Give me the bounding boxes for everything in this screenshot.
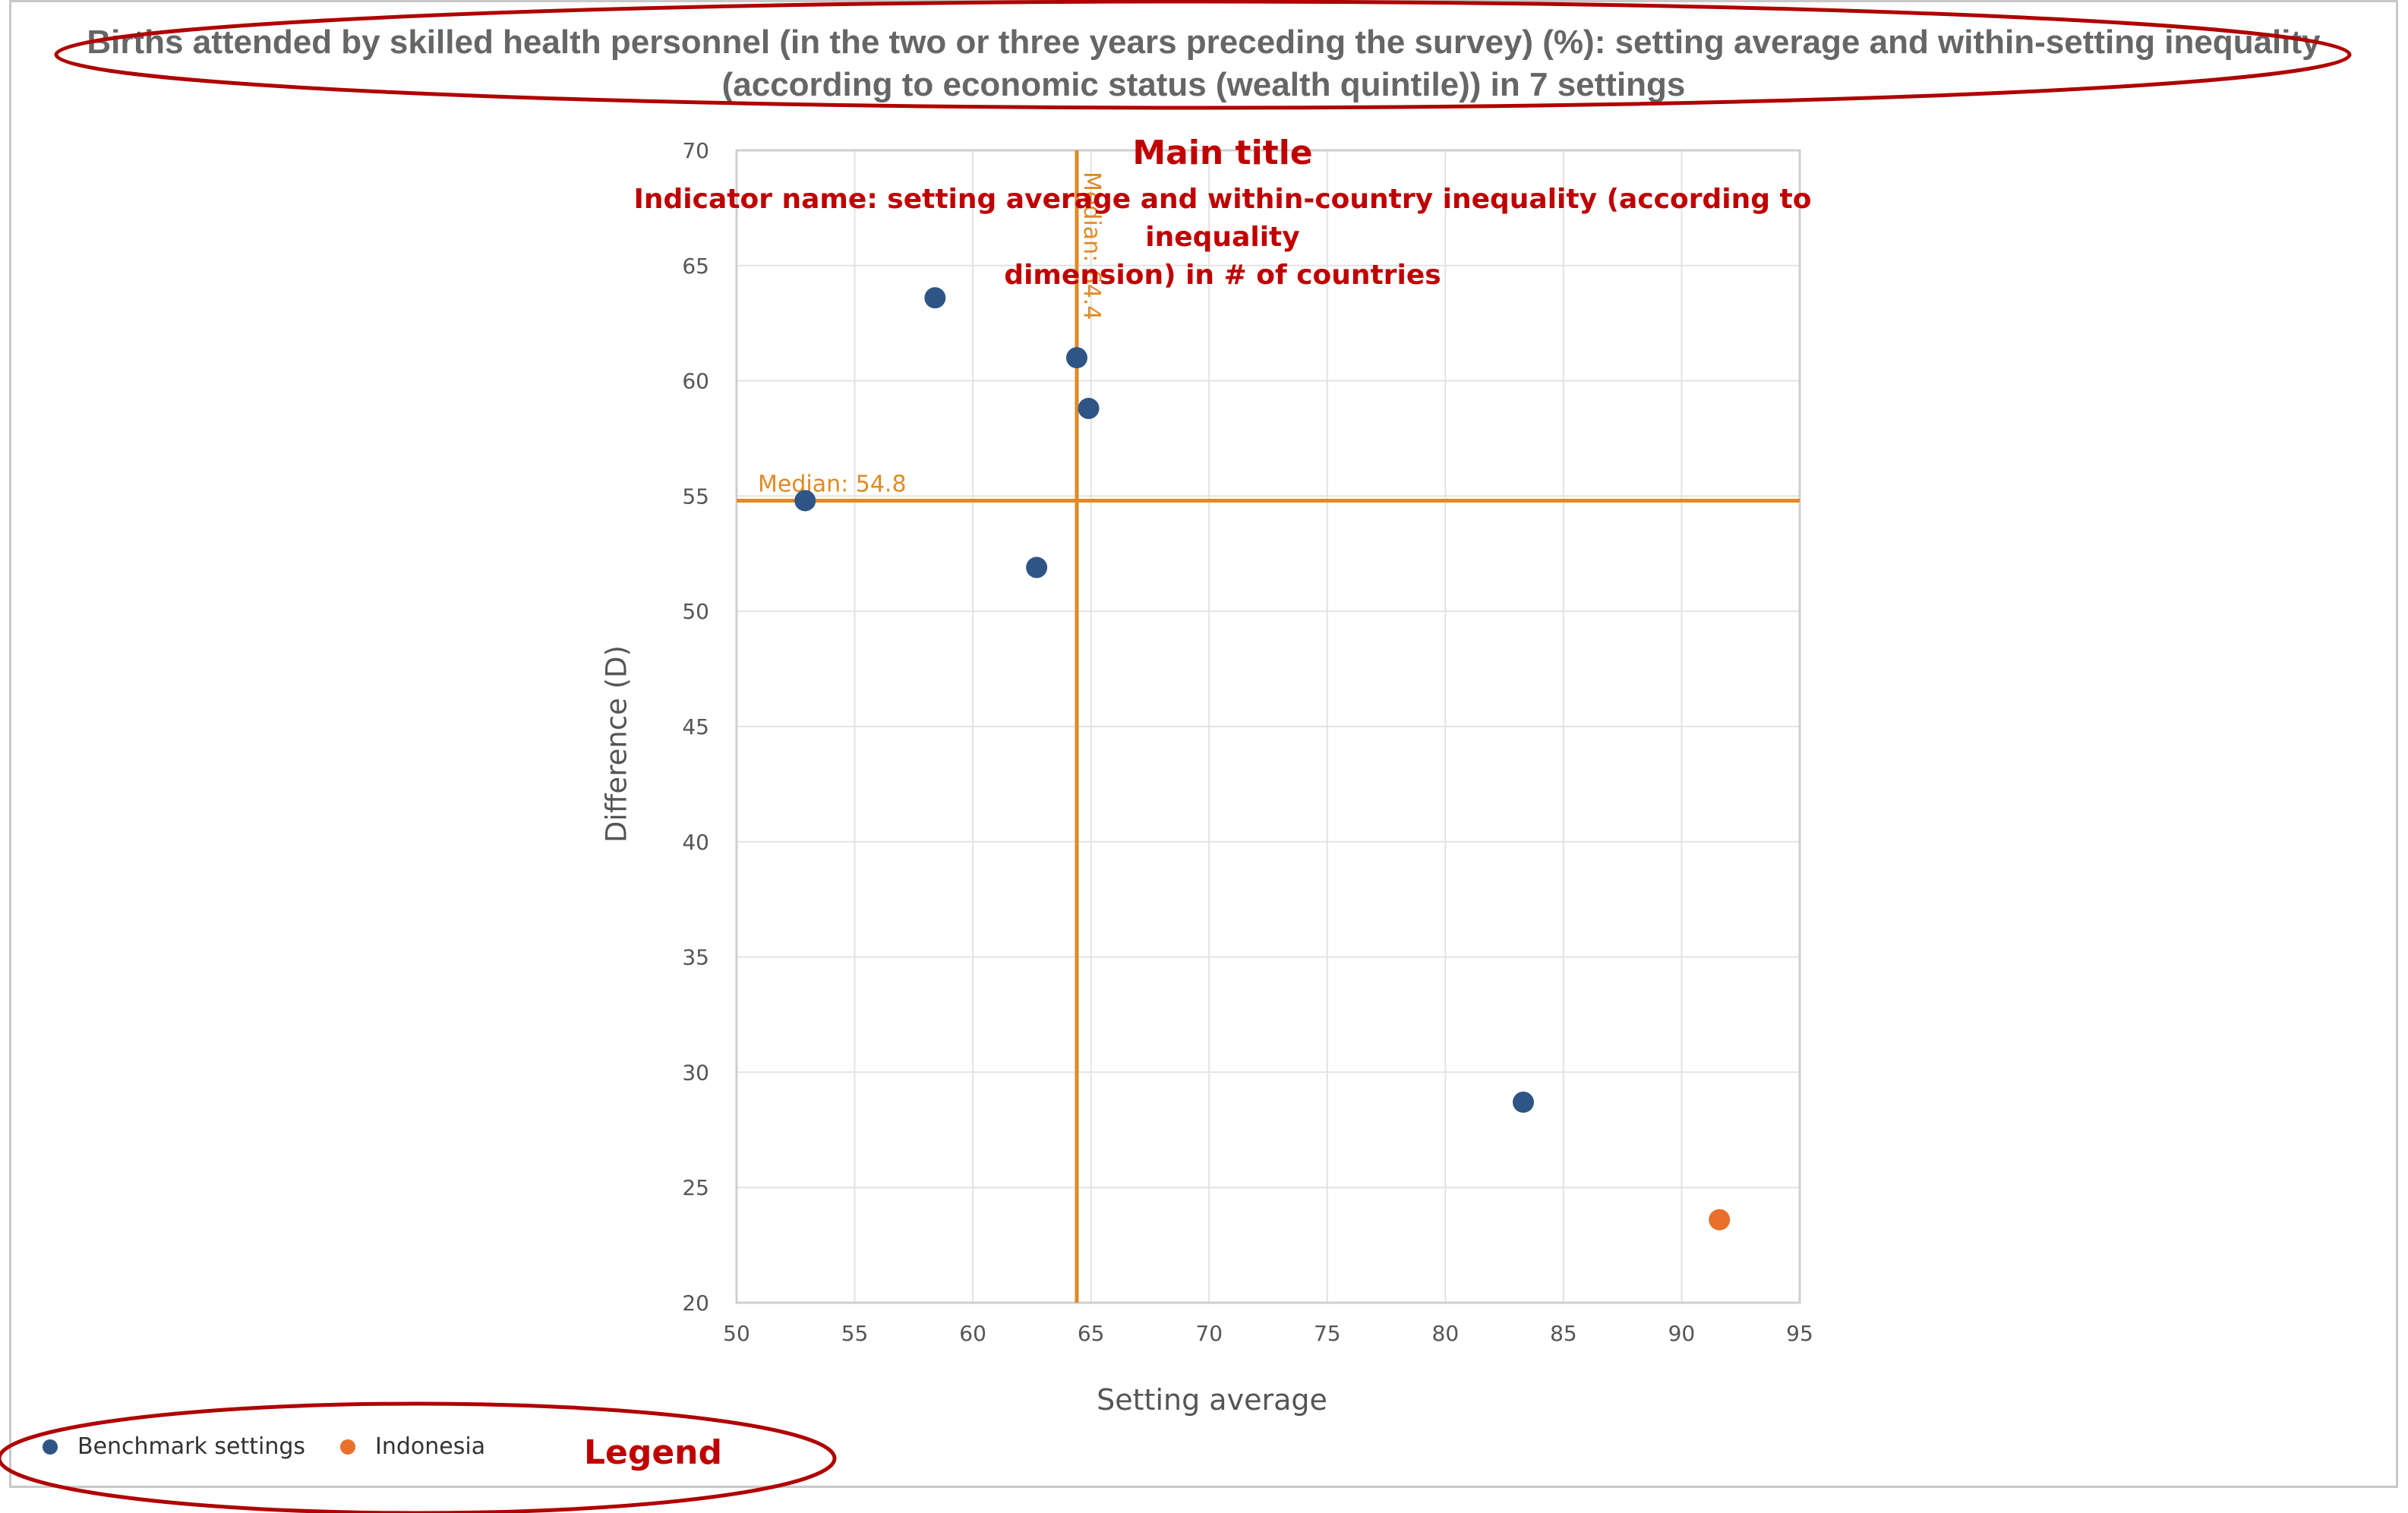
legend-item-indonesia[interactable]: Indonesia (340, 1433, 485, 1460)
y-tick-label: 65 (682, 254, 709, 279)
benchmark-point (1066, 347, 1087, 369)
benchmark-point (1078, 398, 1100, 420)
y-tick-label: 25 (682, 1175, 709, 1200)
y-tick-label: 55 (682, 484, 709, 509)
axis-ticks: 50 55 60 65 70 75 80 85 90 95 20 25 30 35 40 45 50 55 60 65… (682, 138, 1813, 1346)
y-tick-label: 50 (682, 599, 709, 624)
plot-area (735, 149, 1801, 1304)
chart-frame (9, 0, 2398, 1488)
y-axis-label: Difference (D) (600, 645, 633, 843)
benchmark-point (794, 490, 816, 512)
y-tick-label: 20 (682, 1291, 709, 1316)
x-tick-label: 60 (959, 1321, 986, 1346)
data-points (794, 287, 1731, 1231)
legend-highlight-ellipse (0, 1401, 837, 1513)
title-highlight-ellipse (54, 0, 2352, 110)
y-tick-label: 60 (682, 369, 709, 394)
benchmark-point (924, 287, 946, 309)
x-tick-label: 65 (1078, 1321, 1105, 1346)
annotation-ellipses (0, 0, 2352, 1513)
annotation-indicator-name: Indicator name: setting average and with… (600, 181, 1845, 295)
legend-marker-indonesia (340, 1439, 355, 1455)
annotation-legend: Legend (583, 1433, 723, 1472)
indonesia-point (1709, 1209, 1731, 1231)
y-tick-label: 45 (682, 714, 709, 739)
benchmark-point (1026, 556, 1048, 578)
chart-title-line-1: Births attended by skilled health person… (87, 24, 2321, 61)
annotation-indicator-line-1: Indicator name: setting average and with… (633, 184, 1812, 253)
median-label-y: Median: 54.8 (758, 471, 907, 497)
x-tick-label: 80 (1432, 1321, 1460, 1346)
legend-marker-benchmark (43, 1439, 58, 1455)
benchmark-point (1513, 1091, 1534, 1113)
y-tick-label: 70 (682, 138, 709, 163)
annotation-main-title: Main title (1132, 134, 1313, 172)
x-tick-label: 55 (841, 1321, 869, 1346)
annotation-indicator-line-2: dimension) in # of countries (1004, 260, 1441, 291)
x-tick-label: 70 (1195, 1321, 1223, 1346)
y-tick-label: 35 (682, 945, 709, 970)
legend-label-indonesia: Indonesia (375, 1433, 486, 1460)
x-tick-label: 50 (723, 1321, 750, 1346)
grid-lines (736, 150, 1800, 1303)
chart-title-line-2: (according to economic status (wealth qu… (721, 66, 1686, 103)
x-tick-label: 85 (1550, 1321, 1577, 1346)
x-tick-label: 90 (1668, 1321, 1696, 1346)
median-label-x: Median: 64.4 (1078, 172, 1105, 320)
x-tick-label: 95 (1786, 1321, 1813, 1346)
y-tick-label: 30 (682, 1060, 709, 1085)
median-lines: Median: 64.4 Median: 54.8 (737, 150, 1800, 1303)
x-tick-label: 75 (1314, 1321, 1341, 1346)
legend-item-benchmark[interactable]: Benchmark settings (43, 1433, 305, 1460)
legend-label-benchmark: Benchmark settings (77, 1433, 306, 1460)
y-tick-label: 40 (682, 830, 709, 855)
x-axis-label: Setting average (1097, 1383, 1327, 1417)
chart-title: Births attended by skilled health person… (30, 21, 2377, 106)
